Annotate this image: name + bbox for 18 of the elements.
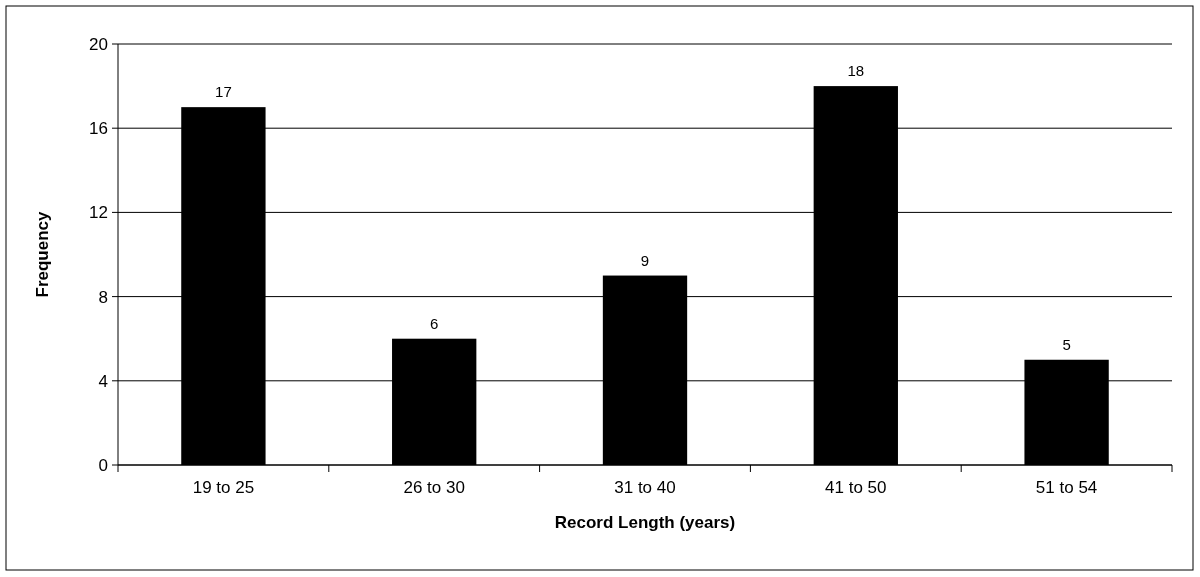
y-tick-label: 20 xyxy=(89,34,108,54)
y-tick-label: 0 xyxy=(98,455,108,475)
data-label: 17 xyxy=(215,83,232,101)
y-tick-label: 4 xyxy=(98,371,108,391)
x-tick-label: 41 to 50 xyxy=(825,478,887,497)
y-tick-label: 8 xyxy=(98,287,108,307)
y-axis-title: Frequency xyxy=(33,210,52,298)
y-tick-label: 16 xyxy=(89,119,108,139)
data-label: 5 xyxy=(1062,335,1071,353)
x-tick-label: 19 to 25 xyxy=(192,478,255,497)
data-label: 9 xyxy=(640,251,650,269)
data-label: 18 xyxy=(847,62,865,80)
x-tick-label: 26 to 30 xyxy=(403,478,465,497)
y-tick-label: 12 xyxy=(89,203,108,223)
x-tick-label: 51 to 54 xyxy=(1035,478,1098,497)
x-tick-label: 31 to 40 xyxy=(614,478,676,497)
data-label: 6 xyxy=(430,314,439,332)
x-axis-title: Record Length (years) xyxy=(554,513,736,532)
